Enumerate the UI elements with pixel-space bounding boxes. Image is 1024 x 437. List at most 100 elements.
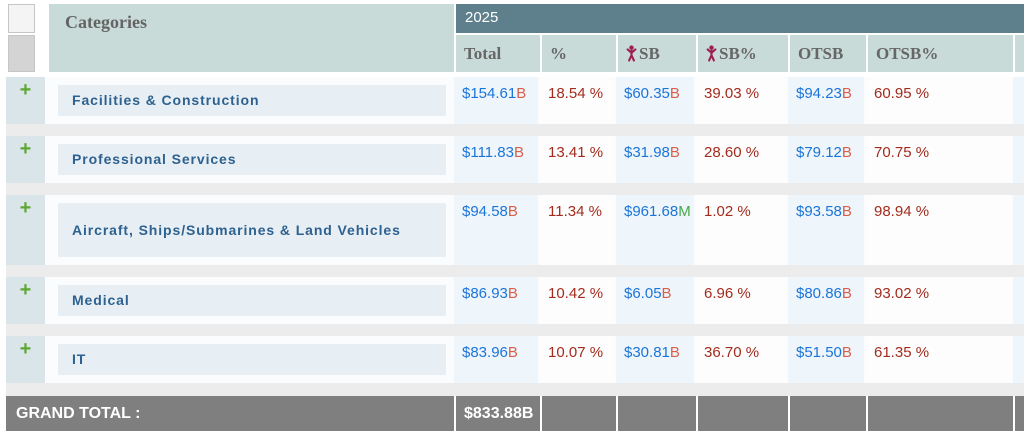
otsb-percent-cell: 60.95 % [866, 77, 1011, 124]
total-suffix: B [516, 85, 527, 102]
sb-amount: $30.81 [624, 344, 670, 361]
grand-total-empty-cell [542, 396, 616, 431]
column-header-label: SB% [719, 43, 757, 63]
grand-total-empty-cell [1015, 396, 1024, 431]
percent-cell: 10.07 % [540, 336, 614, 383]
category-cell: Facilities & Construction [48, 77, 452, 124]
column-header-total: Total [456, 35, 540, 72]
percent-cell: 13.41 % [540, 136, 614, 183]
column-header-sb: SB [618, 35, 696, 72]
otsb-percent-cell: 70.75 % [866, 136, 1011, 183]
category-link[interactable]: Professional Services [58, 144, 446, 175]
sb-suffix: B [669, 344, 680, 361]
sb-cell: $961.68M [616, 195, 694, 265]
person-icon [706, 45, 717, 62]
sb-amount: $31.98 [624, 144, 670, 161]
sb-percent-cell: 1.02 % [696, 195, 786, 265]
otsb-suffix: B [841, 344, 852, 361]
person-icon [626, 45, 637, 62]
column-header-percent: % [542, 35, 616, 72]
sb-cell: $30.81B [616, 336, 694, 383]
otsb-suffix: B [841, 203, 852, 220]
total-cell: $154.61B [454, 77, 538, 124]
total-amount: $154.61 [462, 85, 517, 102]
category-cell: Professional Services [48, 136, 452, 183]
category-link[interactable]: IT [58, 344, 446, 375]
otsb-cell: $94.23B [788, 77, 864, 124]
total-amount: $83.96 [462, 344, 508, 361]
sb-percent-cell: 6.96 % [696, 277, 786, 324]
otsb-amount: $79.12 [796, 144, 842, 161]
category-link[interactable]: Facilities & Construction [58, 85, 446, 116]
percent-cell: 10.42 % [540, 277, 614, 324]
row-gap [6, 383, 1024, 396]
sb-amount: $961.68 [624, 203, 679, 220]
expand-row-button[interactable]: + [6, 136, 45, 183]
total-cell: $83.96B [454, 336, 538, 383]
grand-total-value: $833.88B [456, 396, 540, 431]
sb-cell: $31.98B [616, 136, 694, 183]
sb-suffix: B [661, 285, 672, 302]
total-cell: $111.83B [454, 136, 538, 183]
total-suffix: B [507, 203, 518, 220]
sb-suffix: M [678, 203, 691, 220]
otsb-suffix: B [841, 144, 852, 161]
table-header: Categories 2025 Total % [6, 4, 1024, 72]
column-header-label: SB [639, 43, 660, 63]
sb-cell: $60.35B [616, 77, 694, 124]
column-header-label: OTSB [798, 43, 844, 63]
row-gap [6, 183, 1024, 195]
category-link[interactable]: Aircraft, Ships/Submarines & Land Vehicl… [58, 203, 446, 257]
table-row: + Medical $86.93B 10.42 % $6.05B 6.96 % … [6, 277, 1024, 324]
plus-icon: + [19, 79, 32, 101]
total-suffix: B [507, 285, 518, 302]
total-cell: $86.93B [454, 277, 538, 324]
row-gap [6, 124, 1024, 136]
expand-row-button[interactable]: + [6, 195, 45, 265]
expand-row-button[interactable]: + [6, 77, 45, 124]
otsb-cell: $80.86B [788, 277, 864, 324]
row-gap [6, 324, 1024, 336]
column-header-label: % [550, 43, 567, 63]
percent-cell: 18.54 % [540, 77, 614, 124]
table: Categories 2025 Total % [6, 4, 1024, 431]
otsb-suffix: B [841, 85, 852, 102]
category-link[interactable]: Medical [58, 285, 446, 316]
otsb-cell: $93.58B [788, 195, 864, 265]
total-amount: $111.83 [462, 144, 514, 161]
grand-total-row: GRAND TOTAL : $833.88B [6, 396, 1024, 431]
sb-percent-cell: 28.60 % [696, 136, 786, 183]
year-header-band: 2025 [456, 4, 1024, 33]
plus-icon: + [19, 279, 32, 301]
cutoff-column-cell [1013, 77, 1024, 124]
category-label: Medical [72, 292, 130, 309]
total-amount: $94.58 [462, 203, 508, 220]
category-label: Professional Services [72, 151, 237, 168]
otsb-cell: $51.50B [788, 336, 864, 383]
table-row: + Facilities & Construction $154.61B 18.… [6, 77, 1024, 124]
otsb-amount: $93.58 [796, 203, 842, 220]
otsb-amount: $80.86 [796, 285, 842, 302]
otsb-percent-cell: 93.02 % [866, 277, 1011, 324]
sb-amount: $6.05 [624, 285, 662, 302]
total-suffix: B [514, 144, 525, 161]
grand-total-empty-cell [698, 396, 788, 431]
expand-row-button[interactable]: + [6, 277, 45, 324]
column-header-otsb-percent: OTSB% [868, 35, 1013, 72]
column-header-sb-percent: SB% [698, 35, 788, 72]
column-header-otsb: OTSB [790, 35, 866, 72]
grand-total-empty-cell [868, 396, 1013, 431]
categories-header-label: Categories [65, 12, 147, 32]
sb-amount: $60.35 [624, 85, 670, 102]
categories-header-cell: Categories [49, 4, 454, 72]
cutoff-column-cell [1013, 136, 1024, 183]
total-amount: $86.93 [462, 285, 508, 302]
corner-cell-top [8, 4, 35, 33]
grand-total-empty-cell [790, 396, 866, 431]
sb-percent-cell: 36.70 % [696, 336, 786, 383]
grand-total-empty-cell [618, 396, 696, 431]
expand-row-button[interactable]: + [6, 336, 45, 383]
corner-cell-bottom [8, 35, 35, 72]
plus-icon: + [19, 138, 32, 160]
total-cell: $94.58B [454, 195, 538, 265]
